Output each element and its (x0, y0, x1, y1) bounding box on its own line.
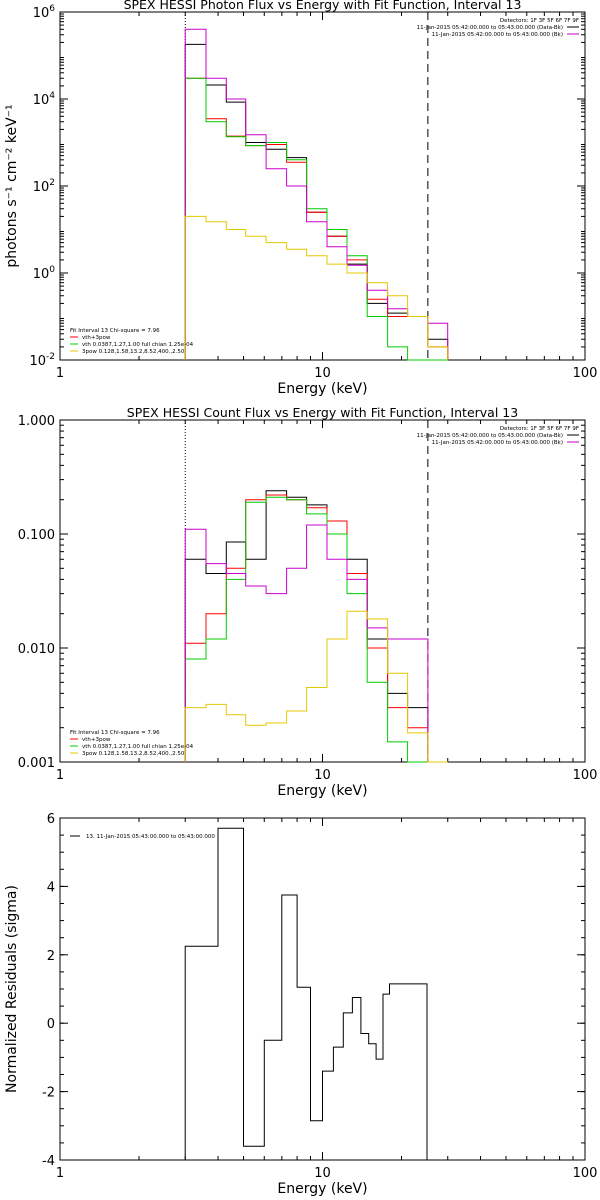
y-tick-label: 102 (33, 178, 55, 195)
legend-label: 11-Jan-2015 05:42:00.000 to 05:43:00.000… (432, 440, 563, 446)
y-axis-label: Normalized Residuals (sigma) (4, 885, 20, 1093)
x-tick-label: 100 (573, 1166, 598, 1181)
y-tick-label: 106 (33, 4, 56, 21)
y-tick-label: 1.000 (18, 414, 55, 429)
legend-label: 11-Jan-2015 05:42:00.000 to 05:43:00.000… (417, 25, 563, 31)
legend-label: 11-Jan-2015 05:42:00.000 to 05:43:00.000… (432, 32, 563, 38)
legend-header: Detectors: 1F 3F 5F 6F 7F 9F (500, 18, 579, 24)
series-line (184, 215, 449, 360)
fit-legend-label: 3pow 0.128,1.58,13.2,8.52,400.,2.50 (82, 751, 185, 757)
x-tick-label: 10 (314, 768, 331, 783)
plot-frame (59, 11, 586, 361)
y-tick-label: 6 (47, 812, 55, 827)
series-line (184, 77, 448, 361)
series-line (184, 77, 449, 360)
fit-legend-label: vth 0.0387,1.27,1.00 full chian 1.25e-04 (82, 744, 194, 750)
fit-legend-label: 3pow 0.128,1.58,13.2,8.52,400.,2.50 (82, 349, 185, 355)
y-tick-label: 2 (47, 949, 55, 964)
series-line (184, 827, 428, 1160)
legend-label: 11-Jan-2015 05:42:00.000 to 05:43:00.000… (417, 433, 563, 439)
y-tick-label: 0 (47, 1017, 55, 1032)
series-line (184, 496, 448, 763)
y-tick-label: 104 (33, 91, 56, 108)
x-axis-label: Energy (keV) (277, 1181, 367, 1197)
x-tick-label: 100 (573, 768, 598, 783)
series-line (184, 524, 448, 763)
x-tick-label: 1 (56, 1166, 64, 1181)
chart-title: SPEX HESSI Photon Flux vs Energy with Fi… (124, 0, 522, 12)
x-tick-label: 10 (314, 366, 331, 381)
y-tick-label: 0.010 (18, 642, 55, 657)
x-tick-label: 100 (573, 366, 598, 381)
y-tick-label: 0.100 (18, 528, 55, 543)
y-tick-label: 0.001 (18, 756, 55, 771)
plot-frame (59, 419, 586, 763)
y-tick-label: -4 (42, 1154, 55, 1169)
y-tick-label: 4 (47, 880, 55, 895)
y-axis-label: photons s⁻¹ cm⁻² keV⁻¹ (4, 104, 20, 267)
series-line (184, 43, 449, 360)
series-line (184, 494, 448, 763)
x-axis-label: Energy (keV) (277, 381, 367, 397)
series-line (184, 28, 449, 360)
fit-legend-label: vth+3pow (82, 737, 111, 743)
fit-legend-header: Fit Interval 13 Chi-square = 7.96 (70, 730, 160, 736)
fit-legend-label: vth 0.0387,1.27,1.00 full chian 1.25e-04 (82, 342, 194, 348)
series-line (184, 610, 448, 763)
legend-header: Detectors: 1F 3F 5F 6F 7F 9F (500, 426, 579, 432)
fit-legend-header: Fit Interval 13 Chi-square = 7.96 (70, 328, 160, 334)
y-tick-label: 100 (33, 265, 56, 282)
x-tick-label: 1 (56, 768, 64, 783)
x-tick-label: 10 (314, 1166, 331, 1181)
legend-label: 13. 11-Jan-2015 05:43:00.000 to 05:43:00… (86, 834, 215, 840)
x-axis-label: Energy (keV) (277, 783, 367, 799)
y-tick-label: 10-2 (29, 352, 55, 369)
chart-title: SPEX HESSI Count Flux vs Energy with Fit… (127, 405, 518, 420)
fit-legend-label: vth+3pow (82, 335, 111, 341)
y-tick-label: -2 (42, 1086, 55, 1101)
x-tick-label: 1 (56, 366, 64, 381)
series-line (184, 490, 448, 763)
